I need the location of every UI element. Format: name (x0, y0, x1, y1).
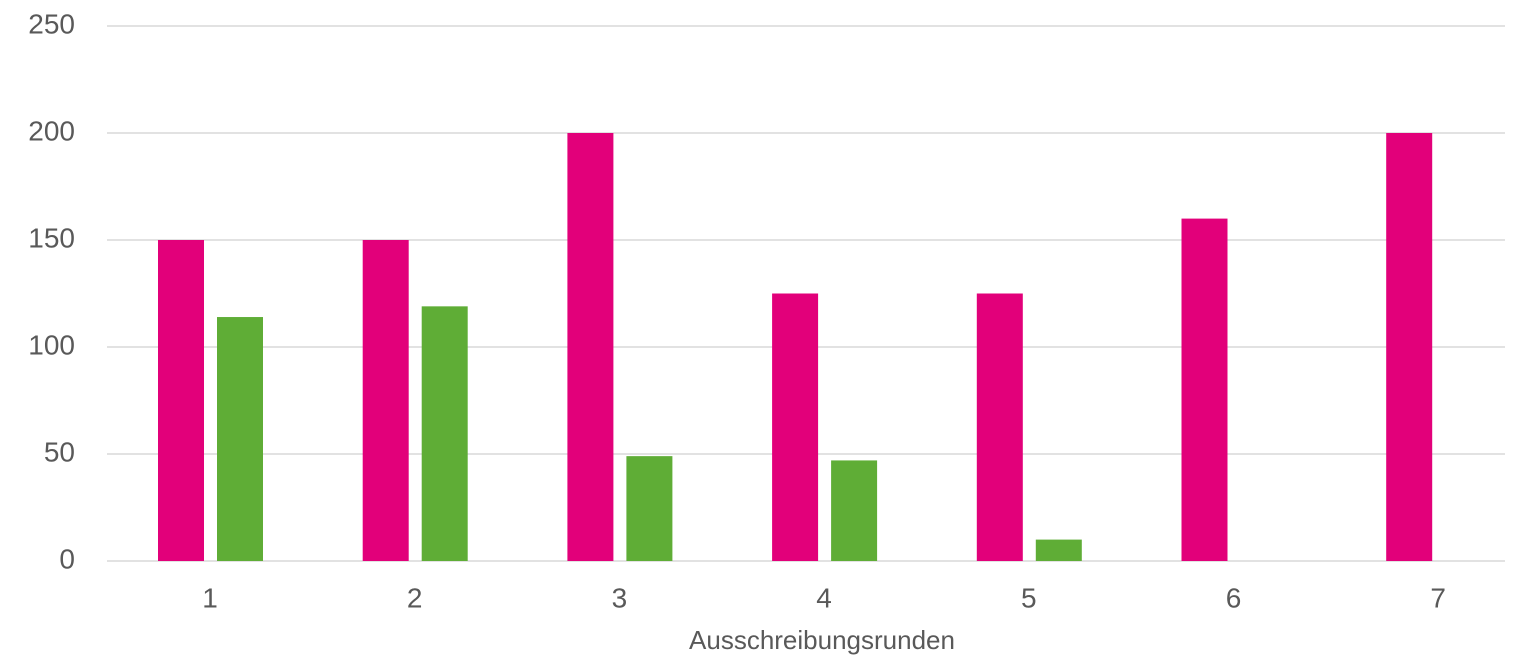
bar (1035, 539, 1082, 561)
x-tick-label: 2 (407, 582, 423, 613)
bar (217, 317, 263, 561)
x-tick-label: 4 (816, 582, 832, 613)
bar (1386, 133, 1433, 561)
y-tick-label: 200 (28, 115, 75, 146)
y-tick-label: 100 (28, 329, 75, 360)
bar (976, 293, 1023, 561)
y-tick-label: 0 (59, 543, 75, 574)
y-tick-label: 250 (28, 8, 75, 39)
x-tick-label: 6 (1226, 582, 1242, 613)
x-tick-label: 7 (1430, 582, 1446, 613)
x-tick-label: 1 (202, 582, 218, 613)
bar (1181, 218, 1228, 561)
bar (626, 456, 673, 561)
y-tick-label: 150 (28, 222, 75, 253)
x-axis-label: Ausschreibungsrunden (689, 625, 955, 655)
bar (158, 240, 204, 561)
bar (772, 293, 819, 561)
bar (362, 240, 409, 561)
bar (567, 133, 614, 561)
x-tick-label: 3 (612, 582, 628, 613)
bar (421, 306, 468, 561)
y-tick-label: 50 (44, 436, 75, 467)
bar (831, 460, 878, 561)
x-tick-label: 5 (1021, 582, 1037, 613)
